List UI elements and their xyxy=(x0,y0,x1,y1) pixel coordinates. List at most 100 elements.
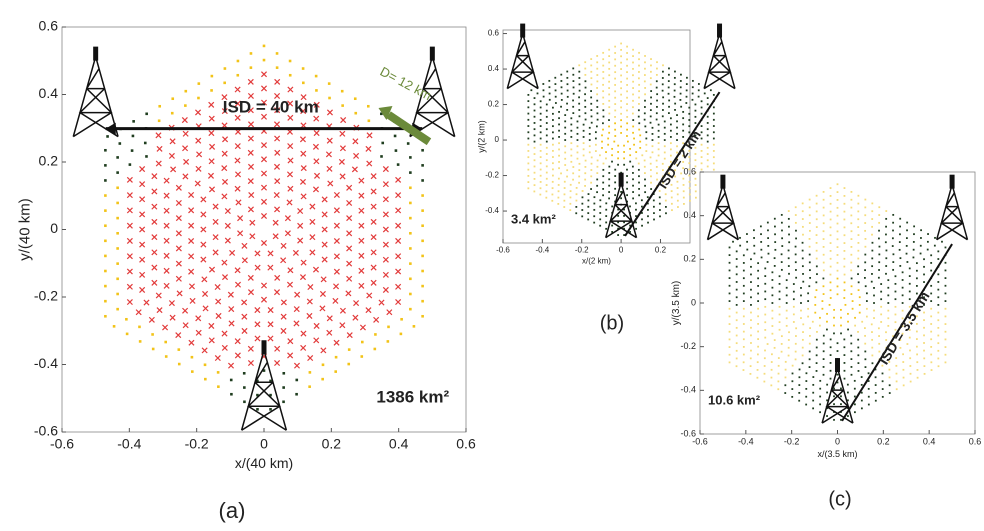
y-tick-label: 0 xyxy=(50,220,58,236)
sample-point xyxy=(650,182,652,184)
sample-point xyxy=(937,312,939,314)
sample-point xyxy=(805,388,807,390)
sample-point xyxy=(566,71,568,73)
sample-point xyxy=(906,253,908,255)
sample-point xyxy=(823,207,825,209)
y-tick-label: -0.4 xyxy=(680,385,696,395)
sample-point xyxy=(774,347,776,349)
sample-point xyxy=(851,374,853,376)
sample-point xyxy=(927,233,929,235)
panel: -0.6-0.4-0.200.20.40.6-0.6-0.4-0.200.20.… xyxy=(17,18,476,523)
sample-point xyxy=(658,148,660,150)
sample-point xyxy=(854,325,856,327)
sample-point xyxy=(757,323,759,325)
sample-point xyxy=(527,106,529,108)
sample-point xyxy=(589,127,591,129)
sample-point xyxy=(671,197,673,199)
sample-point xyxy=(683,184,685,186)
sample-point xyxy=(595,150,597,152)
sample-point xyxy=(844,354,846,356)
sample-point xyxy=(743,338,745,340)
sample-point xyxy=(409,247,412,250)
sample-point xyxy=(807,316,809,318)
sample-point xyxy=(823,374,825,376)
sample-point xyxy=(644,93,646,95)
sample-point xyxy=(784,384,786,386)
sample-point xyxy=(638,194,640,196)
sample-point xyxy=(823,269,825,271)
sample-point xyxy=(647,196,649,198)
sample-point xyxy=(805,380,807,382)
sample-point xyxy=(868,396,870,398)
sample-point xyxy=(857,203,859,205)
sample-point xyxy=(552,194,554,196)
sample-point xyxy=(903,377,905,379)
sample-point xyxy=(878,222,880,224)
sample-point xyxy=(885,273,887,275)
sample-point xyxy=(854,317,856,319)
sample-point xyxy=(552,113,554,115)
sample-point xyxy=(635,202,637,204)
sample-point xyxy=(557,197,559,199)
sample-point xyxy=(662,163,664,165)
sample-point xyxy=(587,219,589,221)
sample-point xyxy=(729,262,731,264)
sample-point xyxy=(564,145,566,147)
sample-point xyxy=(887,294,889,296)
sample-point xyxy=(774,218,776,220)
sample-point xyxy=(596,172,598,174)
sample-point xyxy=(623,145,625,147)
sample-point xyxy=(576,193,578,195)
sample-point xyxy=(614,188,616,190)
sample-point xyxy=(564,114,566,116)
sample-point xyxy=(178,348,181,351)
sample-point xyxy=(873,302,875,304)
sample-point xyxy=(204,378,207,381)
sample-point xyxy=(380,155,383,158)
sample-point xyxy=(590,169,592,171)
sample-point xyxy=(707,128,709,130)
sample-point xyxy=(771,353,773,355)
sample-point xyxy=(632,119,634,121)
sample-point xyxy=(837,199,839,201)
sample-point xyxy=(793,313,795,315)
sample-point xyxy=(809,246,811,248)
x-axis-label: x/(3.5 km) xyxy=(817,449,857,459)
sample-point xyxy=(590,182,592,184)
sample-point xyxy=(892,245,894,247)
sample-point xyxy=(564,164,566,166)
sample-point xyxy=(596,61,598,63)
sample-point xyxy=(591,157,593,159)
sample-point xyxy=(614,65,616,67)
sample-point xyxy=(920,253,922,255)
sample-point xyxy=(756,377,758,379)
sample-point xyxy=(674,103,676,105)
sample-point xyxy=(852,308,854,310)
sample-point xyxy=(677,206,679,208)
sample-point xyxy=(527,187,529,189)
sample-point xyxy=(603,163,605,165)
sample-point xyxy=(638,109,640,111)
sample-point xyxy=(626,78,628,80)
sample-point xyxy=(833,419,835,421)
tower xyxy=(704,34,735,89)
sample-point xyxy=(671,190,673,192)
sample-point xyxy=(698,89,700,91)
sample-point xyxy=(230,379,233,382)
sample-point xyxy=(546,147,548,149)
sample-point xyxy=(729,308,731,310)
sample-point xyxy=(785,361,787,363)
sample-point xyxy=(670,130,672,132)
sample-point xyxy=(795,238,797,240)
sample-point xyxy=(104,179,107,182)
sample-point xyxy=(680,172,682,174)
sample-point xyxy=(145,155,148,158)
sample-point xyxy=(572,166,574,168)
sample-point xyxy=(590,77,592,79)
sample-point xyxy=(774,249,776,251)
sample-point xyxy=(602,129,604,131)
sample-point xyxy=(605,228,607,230)
sample-point xyxy=(812,407,814,409)
sample-point xyxy=(774,241,776,243)
sample-point xyxy=(788,234,790,236)
